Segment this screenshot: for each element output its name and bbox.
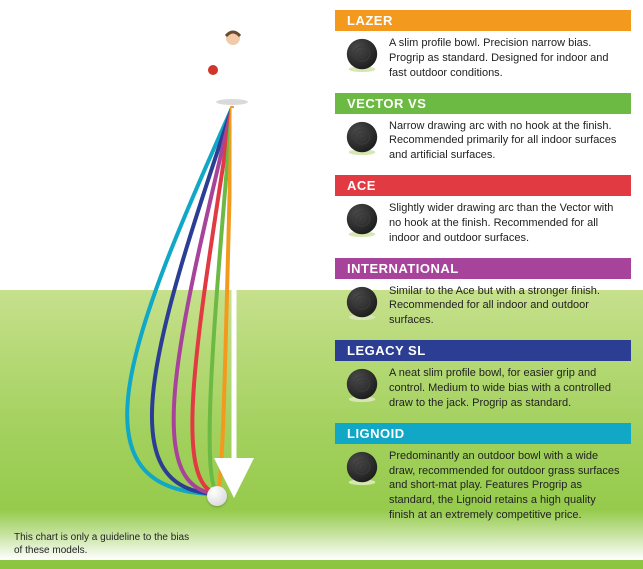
bowl-icon <box>343 119 381 157</box>
bowl-icon <box>343 366 381 404</box>
product-bar: ACE <box>335 175 631 196</box>
bowl-icon <box>343 449 381 487</box>
product-description: Predominantly an outdoor bowl with a wid… <box>389 449 623 523</box>
product-vector-vs: VECTOR VS Narrow drawing arc with no hook… <box>335 93 631 170</box>
product-row: A neat slim profile bowl, for easier gri… <box>335 361 631 417</box>
product-description: A slim profile bowl. Precision narrow bi… <box>389 36 623 81</box>
product-bar: INTERNATIONAL <box>335 258 631 279</box>
product-bar: LEGACY SL <box>335 340 631 361</box>
product-row: Slightly wider drawing arc than the Vect… <box>335 196 631 252</box>
bowl-icon <box>343 201 381 239</box>
product-description: Similar to the Ace but with a stronger f… <box>389 284 623 329</box>
product-row: Similar to the Ace but with a stronger f… <box>335 279 631 335</box>
product-lazer: LAZER A slim profile bowl. Precision narr… <box>335 10 631 87</box>
bowl-icon <box>343 36 381 74</box>
product-ace: ACE Slightly wider drawing arc than the V… <box>335 175 631 252</box>
product-bar: LIGNOID <box>335 423 631 444</box>
product-bar: VECTOR VS <box>335 93 631 114</box>
product-lignoid: LIGNOID Predominantly an outdoor bowl wit… <box>335 423 631 529</box>
product-row: A slim profile bowl. Precision narrow bi… <box>335 31 631 87</box>
product-list: LAZER A slim profile bowl. Precision narr… <box>335 10 631 535</box>
product-legacy-sl: LEGACY SL A neat slim profile bowl, for e… <box>335 340 631 417</box>
disclaimer-text: This chart is only a guideline to the bi… <box>14 531 194 557</box>
product-bar: LAZER <box>335 10 631 31</box>
infographic-stage: This chart is only a guideline to the bi… <box>0 0 643 569</box>
product-row: Narrow drawing arc with no hook at the f… <box>335 114 631 170</box>
left-column: This chart is only a guideline to the bi… <box>0 0 335 569</box>
product-international: INTERNATIONAL Similar to the Ace but with… <box>335 258 631 335</box>
product-description: Slightly wider drawing arc than the Vect… <box>389 201 623 246</box>
bowl-icon <box>343 284 381 322</box>
product-description: A neat slim profile bowl, for easier gri… <box>389 366 623 411</box>
product-row: Predominantly an outdoor bowl with a wid… <box>335 444 631 529</box>
product-description: Narrow drawing arc with no hook at the f… <box>389 119 623 164</box>
